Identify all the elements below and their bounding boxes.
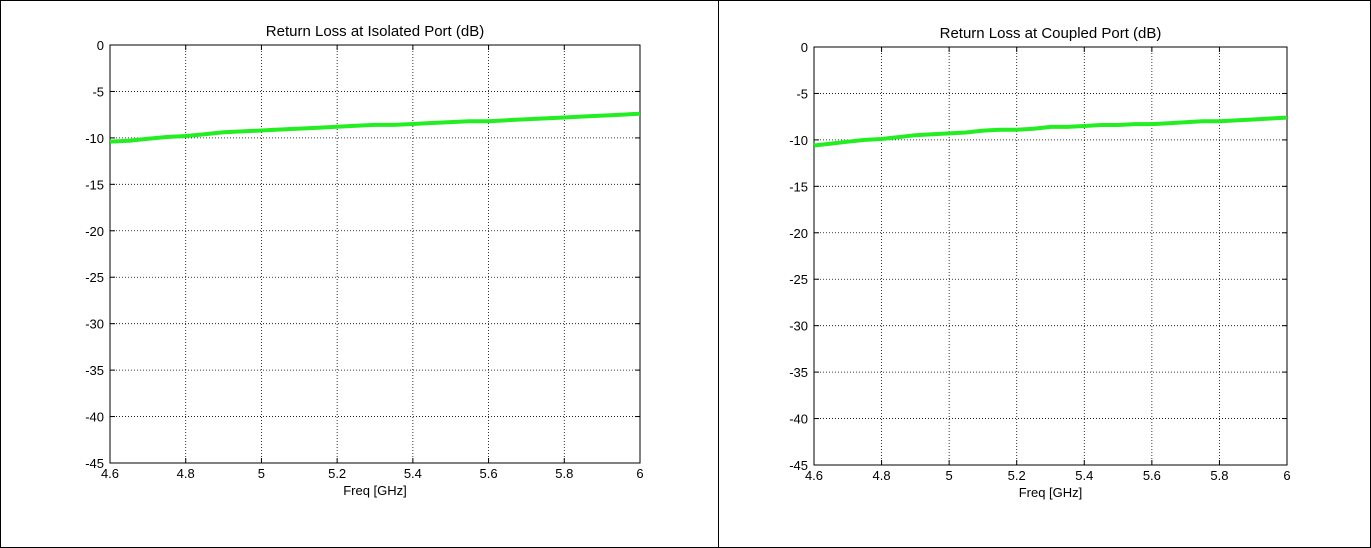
y-tick-label: -15 [789,179,808,194]
y-tick-label: -30 [789,319,808,334]
series-line [109,111,641,144]
y-tick-label: -40 [789,412,808,427]
x-tick-label: 5.8 [555,466,573,481]
y-tick-label: 0 [801,40,808,55]
x-axis-label: Freq [GHz] [1019,485,1083,500]
x-axis-label: Freq [GHz] [343,483,407,498]
x-tick-label: 5.6 [480,466,498,481]
x-tick-label: 6 [636,466,643,481]
y-tick-label: 0 [97,38,104,53]
y-tick-label: -40 [85,410,104,425]
axes-box [813,46,1288,466]
x-tick-label: 5 [946,468,953,483]
y-tick-label: -5 [92,84,104,99]
y-tick-label: -20 [85,224,104,239]
y-tick-label: -15 [85,177,104,192]
y-tick-label: -45 [789,458,808,473]
chart-title: Return Loss at Isolated Port (dB) [266,23,484,40]
plot-area [110,45,640,463]
x-tick-label: 6 [1283,468,1290,483]
series-line [813,115,1288,148]
y-tick-label: -45 [85,456,104,471]
axes-box [109,44,641,464]
x-tick-label: 5.4 [404,466,422,481]
y-tick-label: -10 [85,131,104,146]
coupled-port-chart: Return Loss at Coupled Port (dB) 4.6 4.8 5 5… [789,25,1290,500]
x-tick-label: 5.2 [1008,468,1026,483]
chart-title: Return Loss at Coupled Port (dB) [940,25,1162,42]
y-tick-label: -25 [85,270,104,285]
plot-area [814,47,1287,465]
x-tick-label: 4.8 [873,468,891,483]
x-tick-label: 5.6 [1143,468,1161,483]
x-tick-label: 4.6 [805,468,823,483]
y-tick-label: -30 [85,317,104,332]
y-tick-label: -25 [789,272,808,287]
y-tick-label: -35 [85,363,104,378]
y-tick-label: -5 [796,86,808,101]
x-tick-label: 5 [258,466,265,481]
x-tick-label: 5.2 [328,466,346,481]
y-tick-label: -35 [789,365,808,380]
x-tick-label: 4.6 [101,466,119,481]
x-tick-label: 5.4 [1075,468,1093,483]
x-tick-label: 5.8 [1210,468,1228,483]
y-tick-label: -20 [789,226,808,241]
x-tick-label: 4.8 [177,466,195,481]
y-tick-label: -10 [789,133,808,148]
isolated-port-chart: Return Loss at Isolated Port (dB) 4.6 4.8 5… [85,23,643,498]
